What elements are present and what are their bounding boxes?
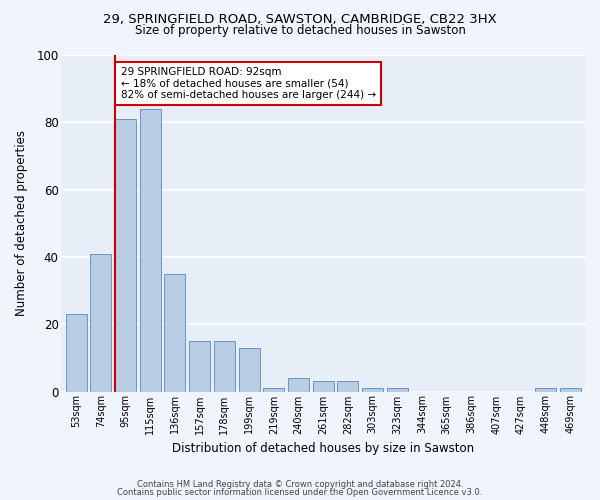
Bar — [91, 254, 112, 392]
X-axis label: Distribution of detached houses by size in Sawston: Distribution of detached houses by size … — [172, 442, 474, 455]
Bar — [362, 388, 383, 392]
Bar — [239, 348, 260, 392]
Y-axis label: Number of detached properties: Number of detached properties — [15, 130, 28, 316]
Bar — [140, 109, 161, 392]
Text: Contains public sector information licensed under the Open Government Licence v3: Contains public sector information licen… — [118, 488, 482, 497]
Bar — [214, 341, 235, 392]
Text: 29 SPRINGFIELD ROAD: 92sqm
← 18% of detached houses are smaller (54)
82% of semi: 29 SPRINGFIELD ROAD: 92sqm ← 18% of deta… — [121, 67, 376, 100]
Bar — [115, 119, 136, 392]
Bar — [164, 274, 185, 392]
Text: Size of property relative to detached houses in Sawston: Size of property relative to detached ho… — [134, 24, 466, 37]
Bar — [337, 382, 358, 392]
Bar — [189, 341, 210, 392]
Bar — [313, 382, 334, 392]
Bar — [560, 388, 581, 392]
Text: Contains HM Land Registry data © Crown copyright and database right 2024.: Contains HM Land Registry data © Crown c… — [137, 480, 463, 489]
Bar — [535, 388, 556, 392]
Bar — [65, 314, 86, 392]
Bar — [387, 388, 408, 392]
Bar — [263, 388, 284, 392]
Bar — [288, 378, 309, 392]
Text: 29, SPRINGFIELD ROAD, SAWSTON, CAMBRIDGE, CB22 3HX: 29, SPRINGFIELD ROAD, SAWSTON, CAMBRIDGE… — [103, 12, 497, 26]
